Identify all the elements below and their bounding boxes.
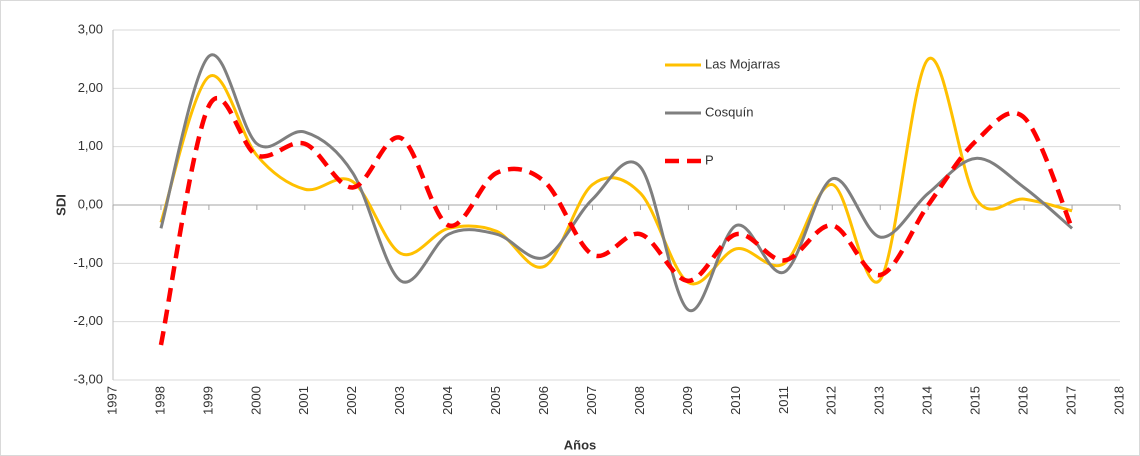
y-tick-label: -2,00 [73,313,103,328]
x-tick-label: 2018 [1111,386,1126,415]
y-tick-label: -3,00 [73,371,103,386]
x-tick-label: 2014 [920,386,935,415]
series-line [159,53,1074,312]
x-tick-label: 2001 [296,386,311,415]
y-tick-label: 3,00 [78,21,103,36]
x-tick-label: 2010 [728,386,743,415]
x-tick-label: 2005 [488,386,503,415]
y-axis-label: SDI [53,194,68,216]
x-tick-label: 2000 [248,386,263,415]
y-tick-label: 0,00 [78,196,103,211]
x-tick-label: 1997 [104,386,119,415]
x-tick-label: 2006 [536,386,551,415]
x-tick-label: 2009 [680,386,695,415]
x-tick-label: 2007 [584,386,599,415]
x-tick-label: 2002 [344,386,359,415]
series-line [159,56,1073,286]
x-axis-label: Años [564,437,597,452]
x-tick-label: 2016 [1016,386,1031,415]
x-tick-label: 2008 [632,386,647,415]
x-tick-label: 2011 [776,386,791,414]
legend-label: Las Mojarras [705,56,781,71]
y-tick-label: 2,00 [78,80,103,95]
x-tick-label: 1999 [200,386,215,415]
x-tick-label: 2003 [392,386,407,415]
x-tick-label: 2015 [968,386,983,415]
y-tick-label: 1,00 [78,138,103,153]
x-tick-label: 2012 [824,386,839,415]
series-line [158,95,1075,346]
legend-label: P [705,152,714,167]
x-tick-label: 2004 [440,386,455,415]
x-tick-label: 1998 [152,386,167,415]
x-tick-label: 2017 [1063,386,1078,415]
legend-label: Cosquín [705,104,753,119]
x-tick-label: 2013 [872,386,887,415]
y-tick-label: -1,00 [73,255,103,270]
